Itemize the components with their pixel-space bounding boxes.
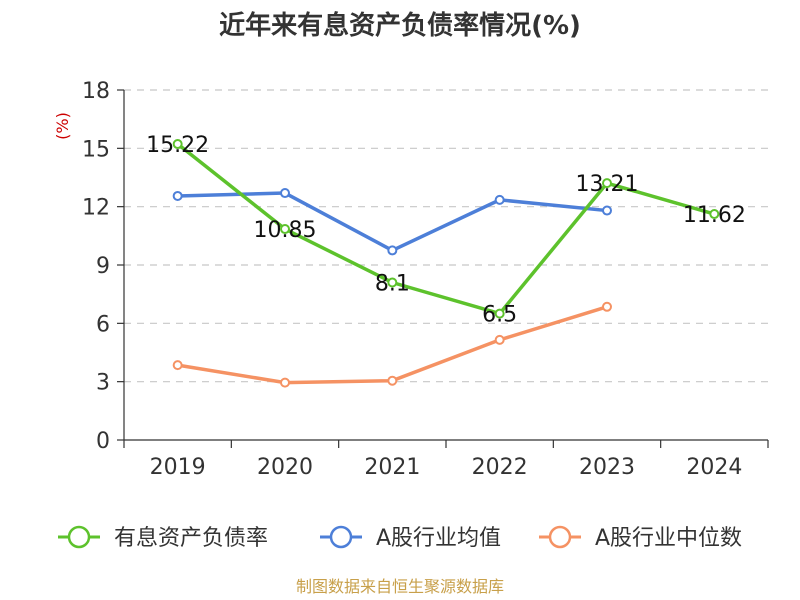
y-tick-label: 15 [82,137,110,162]
series-line [177,305,608,385]
legend-label: A股行业均值 [376,526,501,551]
data-point [602,205,612,216]
x-tick-label: 2020 [257,455,313,480]
y-tick-label: 6 [96,312,110,337]
data-point [280,224,290,235]
legend-marker [67,525,91,549]
data-label: 11.62 [683,203,746,228]
data-label: 8.1 [375,272,410,297]
data-point [494,194,505,205]
series-line [177,191,608,253]
series-lines [172,139,720,388]
x-tick-label: 2019 [150,455,206,480]
data-label: 15.22 [146,133,209,158]
data-point [387,277,398,288]
chart-title: 近年来有息资产负债率情况(%) [219,10,581,41]
y-tick-label: 3 [96,371,110,396]
y-tick-label: 12 [82,196,110,221]
source-note: 制图数据来自恒生聚源数据库 [296,577,504,596]
data-label: 10.85 [254,218,317,243]
data-point [387,245,398,256]
data-point [172,190,183,201]
series-line [176,142,715,316]
y-tick-label: 18 [82,79,110,104]
y-tick-label: 9 [96,254,110,279]
data-point [602,178,612,189]
x-tick-label: 2021 [364,455,420,480]
data-point [280,188,290,199]
x-tick-label: 2023 [579,455,635,480]
data-point [494,334,505,345]
x-tick-label: 2024 [686,455,742,480]
legend-label: 有息资产负债率 [114,526,268,551]
data-point [709,209,720,220]
data-point [172,360,183,371]
data-point [280,377,290,388]
axes: 0 3 6 9 12 15 18 2019 2020 2021 2022 2023 2024 [82,79,769,480]
data-label: 6.5 [482,303,517,328]
data-point [172,139,183,150]
legend-label: A股行业中位数 [595,526,742,551]
y-axis-unit-label: (%) [53,112,72,140]
data-point [602,301,612,312]
grid-lines [124,89,768,383]
data-labels: 15.22 10.85 8.1 6.5 13.21 11.62 [146,133,746,328]
legend: 有息资产负债率 A股行业均值 A股行业中位数 [58,525,742,551]
x-tick-label: 2022 [472,455,528,480]
legend-marker [329,525,353,549]
legend-marker [548,525,572,549]
data-point [494,308,505,319]
data-point [387,375,398,386]
data-label: 13.21 [576,172,639,197]
y-tick-label: 0 [96,429,110,454]
